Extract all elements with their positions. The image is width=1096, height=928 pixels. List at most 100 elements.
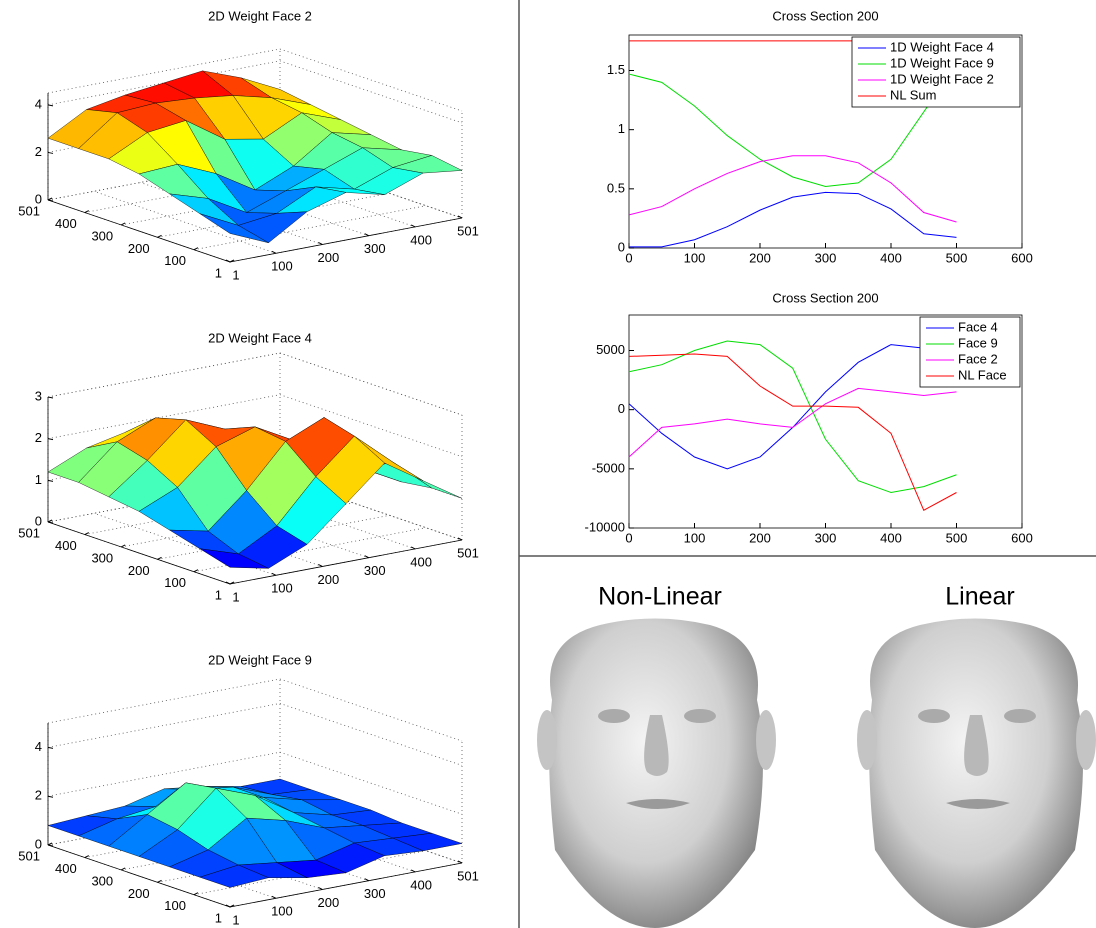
x-tick-label: 1 [232,589,239,604]
z-tick [47,396,54,399]
x-tick-label: 400 [410,877,432,892]
grid-line [157,192,390,238]
axis-line [229,217,463,263]
x-tick-label: 100 [684,250,706,265]
y-tick [47,197,53,201]
x-tick [410,224,416,228]
y-tick-label: -10000 [585,519,625,534]
z-tick-label: 0 [35,513,42,528]
series-line [628,64,957,187]
y-tick-label: 400 [55,861,77,876]
axis-edge [47,678,281,724]
y-tick-label: 0.5 [607,180,625,195]
z-tick-label: 2 [35,788,42,803]
z-tick-label: 2 [35,144,42,159]
x-tick-label: 200 [317,250,339,265]
x-tick [271,250,277,254]
series-line [628,155,957,223]
chart-title: Cross Section 200 [772,290,878,305]
x-tick-label: 0 [625,530,632,545]
grid-line [47,394,463,458]
x-tick-label: 500 [946,250,968,265]
y-tick-label: 100 [164,575,186,590]
y-tick-label: 200 [128,886,150,901]
surface-patch [199,548,269,569]
axis-edge [47,48,281,94]
z-tick-label: 4 [35,96,42,111]
x-tick [271,572,277,576]
x-tick-label: 600 [1011,530,1033,545]
y-tick [157,234,162,238]
y-tick [120,222,126,226]
x-tick [271,895,277,899]
series-line [628,340,957,494]
grid-line [193,205,427,251]
x-tick-label: 1 [232,912,239,927]
y-tick-label: 200 [128,241,150,256]
legend-label: 1D Weight Face 2 [890,71,994,86]
grid-line [47,702,463,766]
grid-line [47,751,463,815]
x-tick-label: 300 [815,530,837,545]
z-tick [47,104,54,107]
axis-edge [279,48,463,112]
x-tick-label: 100 [271,904,293,919]
y-tick-label: 1 [215,910,222,925]
x-tick-label: 200 [749,250,771,265]
x-tick [457,860,463,864]
legend-label: Face 2 [958,351,998,366]
grid-line [193,527,427,573]
line-plot: Cross Section 200 0 100 200 300 400 500 600 0 0.5… [607,8,1033,265]
chart-title: 2D Weight Face 4 [208,330,312,345]
x-tick-label: 100 [684,530,706,545]
legend-label: NL Sum [890,87,936,102]
x-tick-label: 300 [815,250,837,265]
axis-line [47,844,231,908]
grid-line [47,352,463,416]
y-tick [157,556,162,560]
y-tick [157,879,162,883]
legend-label: 1D Weight Face 4 [890,39,994,54]
y-tick [84,855,89,858]
grid-line [157,514,390,560]
y-tick-label: 1.5 [607,62,625,77]
legend-label: NL Face [958,367,1007,382]
y-tick-label: 1 [618,121,625,136]
x-tick [457,215,463,219]
x-tick-label: 400 [410,554,432,569]
face-render [857,618,1096,928]
legend-box [919,316,1021,388]
x-tick [318,242,323,245]
x-tick [410,546,416,550]
y-tick-label: 1 [215,587,222,602]
z-tick-label: 4 [35,739,42,754]
y-tick-label: 100 [164,253,186,268]
x-tick-label: 1 [232,267,239,282]
series-line [628,353,957,511]
faces-panel: Non-Linear Linear [537,583,1096,928]
z-tick-label: 3 [35,388,42,403]
y-tick-label: 501 [18,848,40,863]
y-tick [84,532,89,535]
y-tick-label: 501 [18,525,40,540]
y-tick [193,569,199,573]
y-tick [120,867,126,871]
y-tick-label: 501 [18,203,40,218]
x-tick-label: 300 [364,563,386,578]
z-tick [47,746,54,749]
line-plot: Cross Section 200 0 100 200 300 400 500 600 -100… [585,290,1033,545]
y-tick-label: 1 [215,265,222,280]
x-tick [318,564,323,567]
x-tick-label: 0 [625,250,632,265]
grid-line [47,60,463,124]
y-tick [84,210,89,213]
surface-plot: 2D Weight Face 2 0 2 4 1 100 200 300 400 501 1 100 2… [18,8,479,282]
legend-box [851,36,1021,108]
x-tick-label: 400 [880,250,902,265]
z-tick-label: 0 [35,191,42,206]
z-tick-label: 1 [35,472,42,487]
y-tick-label: 100 [164,898,186,913]
x-tick [318,887,323,890]
